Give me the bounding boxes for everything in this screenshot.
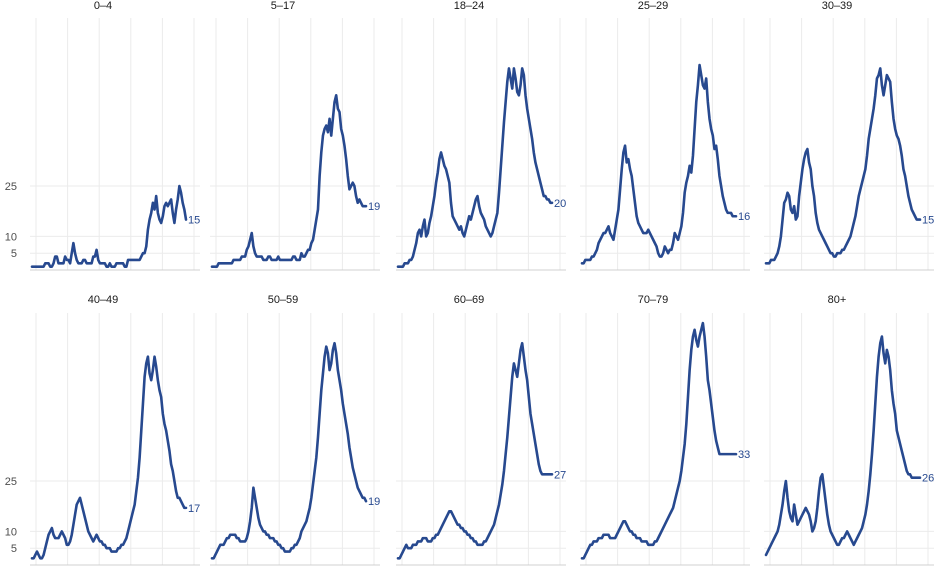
end-value-label: 17 — [188, 503, 200, 515]
end-value-label: 15 — [922, 215, 934, 227]
facet-title: 70–79 — [638, 294, 669, 306]
facet-title: 0–4 — [94, 0, 112, 12]
series-line — [210, 93, 368, 268]
series-line — [30, 184, 188, 268]
facet-title: 18–24 — [454, 0, 485, 12]
facet-title: 5–17 — [271, 0, 295, 12]
end-value-label: 27 — [554, 469, 566, 481]
series-line — [210, 341, 368, 560]
facet-title: 25–29 — [638, 0, 669, 12]
y-tick-label: 10 — [5, 231, 17, 243]
facet-title: 80+ — [828, 294, 847, 306]
end-value-label: 20 — [554, 198, 566, 210]
end-value-label: 15 — [188, 215, 200, 227]
series-line — [396, 67, 554, 268]
end-value-label: 26 — [922, 473, 934, 485]
end-value-label: 33 — [738, 449, 750, 461]
facet-title: 50–59 — [268, 294, 299, 306]
facet-title: 30–39 — [822, 0, 853, 12]
end-value-label: 19 — [368, 201, 380, 213]
facet-title: 40–49 — [88, 294, 119, 306]
series-line — [764, 335, 922, 557]
series-line — [580, 63, 738, 265]
end-value-label: 19 — [368, 496, 380, 508]
series-line — [30, 355, 188, 560]
end-value-label: 16 — [738, 211, 750, 223]
y-tick-label: 25 — [5, 476, 17, 488]
series-line — [580, 321, 738, 560]
series-line — [396, 341, 554, 560]
series-line — [764, 67, 922, 265]
facet-title: 60–69 — [454, 294, 485, 306]
y-tick-label: 25 — [5, 181, 17, 193]
y-tick-label: 5 — [11, 248, 17, 260]
y-tick-label: 10 — [5, 526, 17, 538]
y-tick-label: 5 — [11, 543, 17, 555]
